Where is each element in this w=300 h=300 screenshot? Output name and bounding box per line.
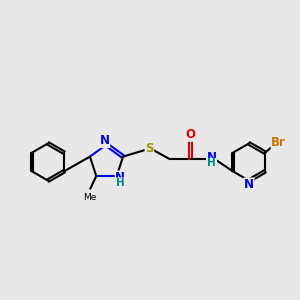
Text: S: S [145,142,154,155]
Text: N: N [244,178,254,191]
Text: H: H [116,178,125,188]
Text: Br: Br [271,136,286,149]
Text: O: O [185,128,196,141]
Text: H: H [207,158,216,169]
Text: N: N [100,134,110,148]
Text: N: N [206,151,217,164]
Text: Me: Me [83,193,96,202]
Text: N: N [115,171,125,184]
